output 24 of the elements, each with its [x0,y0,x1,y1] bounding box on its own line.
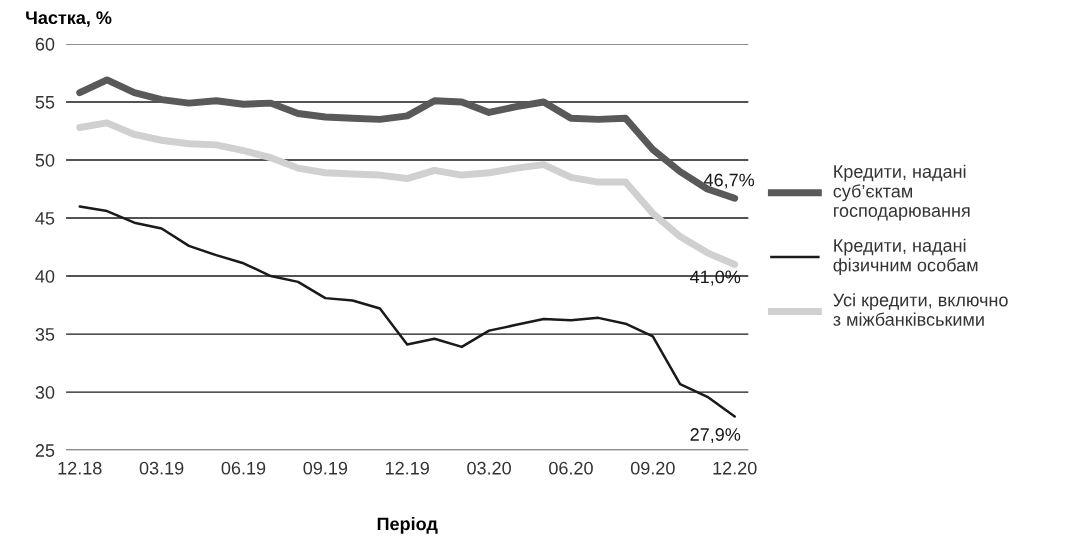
x-tick-label: 03.19 [139,461,184,475]
x-tick-label: 09.19 [303,461,348,475]
y-tick-label: 60 [35,37,55,51]
legend-label: Кредити, надані фізичним особам [833,238,978,276]
x-tick-label: 06.20 [549,461,593,475]
annotation: 27,9% [690,428,741,444]
y-tick-label: 25 [35,444,55,457]
x-tick-label: 12.20 [713,461,757,475]
x-tick-label: 03.20 [467,461,511,475]
x-tick-label: 06.19 [221,461,266,475]
annotation: 46,7% [703,173,755,189]
x-tick-label: 12.18 [58,461,102,475]
x-tick-label: 12.19 [386,461,429,475]
legend-label: Усі кредити, включно з міжбанківськими [833,293,1008,326]
y-tick-label: 30 [35,386,55,399]
legend-label: Кредити, надані суб’єктам господарювання [833,164,970,221]
y-tick-label: 55 [35,96,55,109]
y-axis-title: Частка, % [26,11,112,27]
x-tick-label: 09.20 [630,461,675,475]
y-tick-label: 45 [35,212,55,225]
y-tick-label: 50 [35,153,55,167]
y-tick-label: 35 [35,328,55,341]
y-tick-label: 40 [35,270,55,283]
x-axis-title: Період [377,517,438,534]
